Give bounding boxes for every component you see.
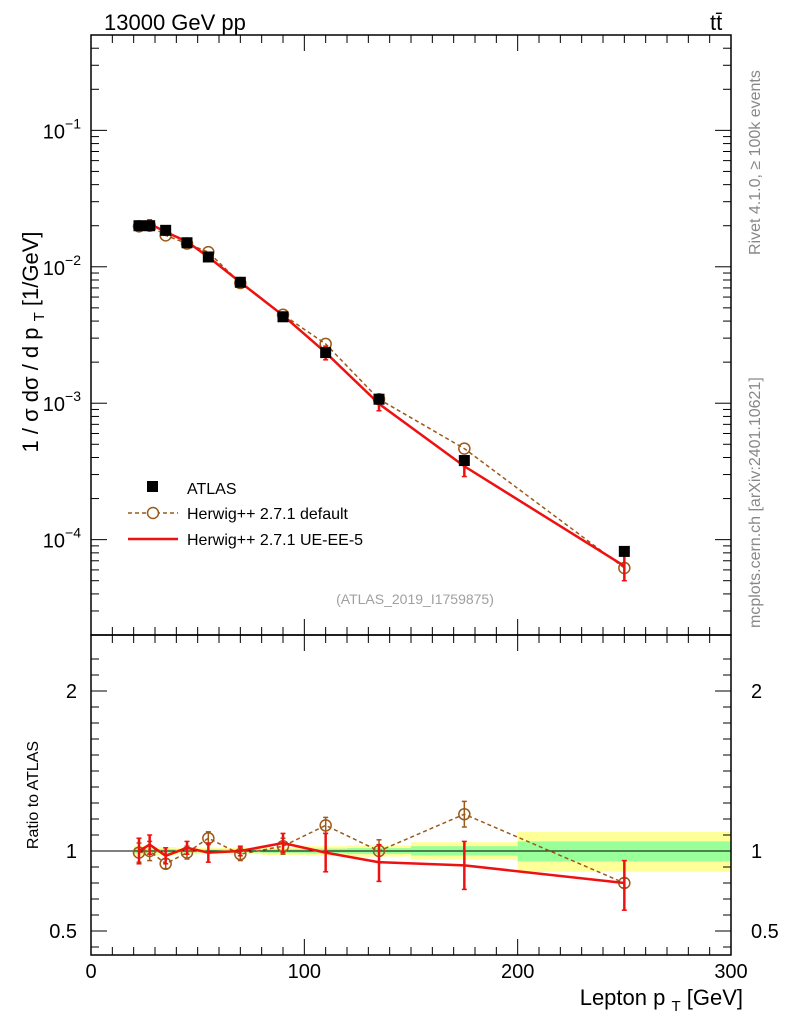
main-default-point	[458, 442, 471, 455]
ratio-default-line	[138, 813, 625, 884]
main-atlas-point	[458, 455, 470, 467]
legend-atlas-marker	[147, 481, 158, 492]
main-atlas-point	[277, 311, 289, 323]
header-collision-label: 13000 GeV pp	[104, 10, 246, 35]
x-tick-label: 100	[288, 961, 321, 983]
tick-base: 10	[43, 121, 65, 143]
rivet-version-label: Rivet 4.1.0, ≥ 100k events	[747, 70, 764, 255]
main-atlas-point	[133, 220, 145, 232]
header-process-label: tt̄	[710, 10, 722, 35]
legend-atlas-label: ATLAS	[187, 481, 237, 498]
mcplots-reference-label: mcplots.cern.ch [arXiv:2401.10621]	[747, 377, 764, 628]
ratio-y-tick-label-right: 0.5	[751, 921, 779, 943]
ratio-panel-frame	[90, 634, 732, 956]
main-atlas-point	[373, 393, 385, 405]
tick-base: 10	[43, 531, 65, 553]
main-y-tick-label: 10−2	[43, 252, 81, 280]
ratio-y-tick-label-right: 2	[751, 681, 762, 703]
x-axis-label: Lepton p T [GeV]	[580, 985, 743, 1015]
ratio-y-tick-label-right: 1	[751, 841, 762, 863]
main-atlas-point	[618, 545, 630, 557]
analysis-id-label: (ATLAS_2019_I1759875)	[336, 591, 494, 607]
tick-base: 10	[43, 394, 65, 416]
ratio-default-point	[319, 819, 332, 832]
main-atlas-point	[234, 276, 246, 288]
tick-exponent: −2	[65, 252, 81, 268]
x-tick-label: 200	[501, 961, 534, 983]
subscript-t: T	[671, 998, 680, 1015]
main-atlas-point	[160, 224, 172, 236]
legend-ueee5-label: Herwig++ 2.7.1 UE-EE-5	[187, 532, 363, 549]
main-panel-data	[132, 219, 631, 582]
ratio-y-tick-label: 2	[66, 681, 77, 703]
main-y-axis-label-text: 1 / σ dσ / d p	[18, 328, 43, 453]
label-rest: [1/GeV]	[18, 231, 43, 312]
ratio-default-point	[458, 807, 471, 821]
main-atlas-point	[144, 220, 156, 232]
legend: ATLAS Herwig++ 2.7.1 default Herwig++ 2.…	[128, 481, 363, 549]
tick-exponent: −3	[65, 388, 81, 404]
ratio-panel-data	[132, 800, 631, 911]
tick-exponent: −1	[65, 115, 81, 131]
main-y-tick-label: 10−4	[43, 525, 81, 553]
legend-default-label: Herwig++ 2.7.1 default	[187, 506, 349, 523]
main-atlas-point	[202, 251, 214, 263]
main-atlas-point	[181, 237, 193, 249]
x-tick-label: 300	[714, 961, 747, 983]
ratio-y-axis-label: Ratio to ATLAS	[25, 741, 42, 849]
ratio-y-tick-label: 1	[66, 841, 77, 863]
main-y-tick-label: 10−3	[43, 388, 81, 416]
main-y-tick-label: 10−1	[43, 115, 81, 143]
tick-exponent: −4	[65, 525, 81, 541]
main-atlas-point	[320, 347, 332, 359]
label-rest: [GeV]	[681, 985, 743, 1010]
ratio-y-tick-label: 0.5	[49, 921, 77, 943]
tick-base: 10	[43, 258, 65, 280]
legend-default-marker	[146, 506, 160, 520]
subscript-t: T	[31, 312, 48, 321]
x-axis-label-text: Lepton p	[580, 985, 666, 1010]
main-y-axis-label: 1 / σ dσ / d p T [1/GeV]	[18, 231, 48, 452]
x-tick-label: 0	[85, 961, 96, 983]
